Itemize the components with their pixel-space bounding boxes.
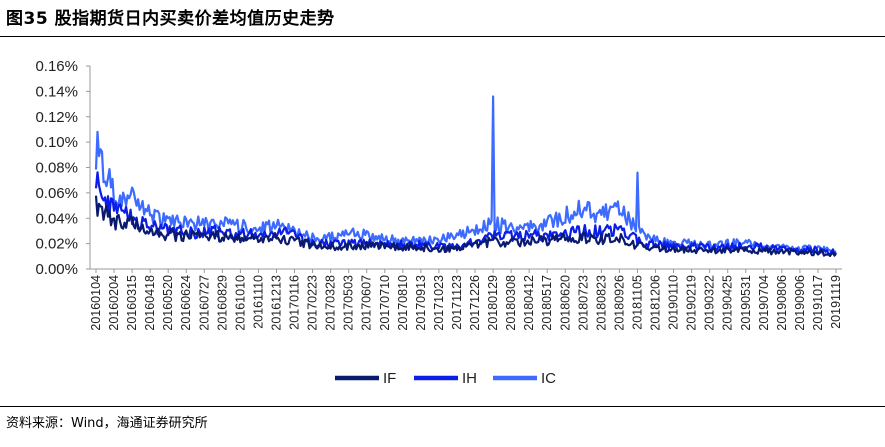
x-tick-label: 20180517 (540, 275, 554, 331)
y-tick-label: 0.14% (35, 83, 78, 100)
legend-label-ic: IC (541, 370, 556, 387)
x-tick-label: 20190322 (703, 275, 717, 331)
x-tick-label: 20170810 (396, 275, 410, 331)
legend-label-if: IF (383, 370, 396, 387)
x-tick-label: 20170913 (414, 275, 428, 331)
x-tick-label: 20170710 (378, 275, 392, 331)
x-tick-label: 20180620 (558, 275, 572, 331)
x-tick-label: 20190219 (685, 275, 699, 331)
y-tick-label: 0.16% (35, 58, 78, 75)
x-tick-label: 20161010 (233, 275, 247, 331)
axes: 0.00% 0.02% 0.04% 0.06% 0.08% 0.10% 0.12% 0.14%… (35, 58, 843, 331)
series-line-ic (94, 95, 837, 255)
legend: IF IH IC (335, 370, 556, 387)
x-tick-label: 20160829 (215, 275, 229, 331)
x-tick-label: 20160727 (197, 275, 211, 331)
x-tick-label: 20160315 (125, 275, 139, 331)
x-tick-label: 20160418 (143, 275, 157, 331)
x-tick-label: 20161213 (269, 275, 283, 331)
footer-divider (0, 406, 885, 407)
x-tick-label: 20180926 (612, 275, 626, 331)
x-tick-label: 20160520 (161, 275, 175, 331)
x-tick-label: 20171123 (450, 275, 464, 330)
x-tick-label: 20170328 (324, 275, 338, 331)
title-divider (0, 36, 885, 37)
x-tick-label: 20171226 (468, 275, 482, 331)
x-tick-label: 20190531 (739, 275, 753, 331)
y-tick-label: 0.12% (35, 109, 78, 126)
x-tick-label: 20190906 (793, 275, 807, 331)
x-tick-label: 20180412 (522, 275, 536, 331)
x-tick-label: 20190704 (757, 275, 771, 331)
x-tick-label: 20170503 (342, 275, 356, 331)
x-tick-label: 20181206 (649, 275, 663, 331)
source-note: 资料来源：Wind，海通证券研究所 (6, 416, 208, 431)
x-tick-label: 20190425 (721, 275, 735, 331)
x-tick-label: 20170607 (360, 275, 374, 331)
x-tick-label: 20180308 (504, 275, 518, 331)
chart-title: 图35 股指期货日内买卖价差均值历史走势 (6, 9, 335, 29)
x-tick-label: 20160624 (179, 275, 193, 331)
x-tick-label: 20190110 (667, 275, 681, 330)
y-tick-label: 0.04% (35, 210, 78, 227)
x-tick-label: 20190806 (775, 275, 789, 331)
y-tick-label: 0.06% (35, 185, 78, 202)
series-line-if (94, 195, 837, 258)
y-tick-label: 0.02% (35, 236, 78, 253)
x-tick-label: 20191017 (811, 275, 825, 331)
legend-label-ih: IH (462, 370, 477, 387)
y-tick-label: 0.00% (35, 261, 78, 278)
x-tick-label: 20191119 (829, 275, 843, 329)
x-tick-label: 20180723 (576, 275, 590, 331)
y-tick-label: 0.08% (35, 160, 78, 177)
x-tick-label: 20160104 (89, 275, 103, 331)
x-tick-label: 20170116 (288, 275, 302, 330)
y-tick-label: 0.10% (35, 134, 78, 151)
series-lines (94, 95, 837, 258)
x-tick-label: 20161110 (251, 275, 265, 329)
x-tick-label: 20180129 (486, 275, 500, 331)
x-tick-label: 20180823 (594, 275, 608, 331)
x-tick-label: 20160204 (107, 275, 121, 331)
x-tick-label: 20181105 (630, 275, 644, 330)
x-tick-label: 20170223 (306, 275, 320, 331)
x-tick-label: 20171023 (432, 275, 446, 331)
